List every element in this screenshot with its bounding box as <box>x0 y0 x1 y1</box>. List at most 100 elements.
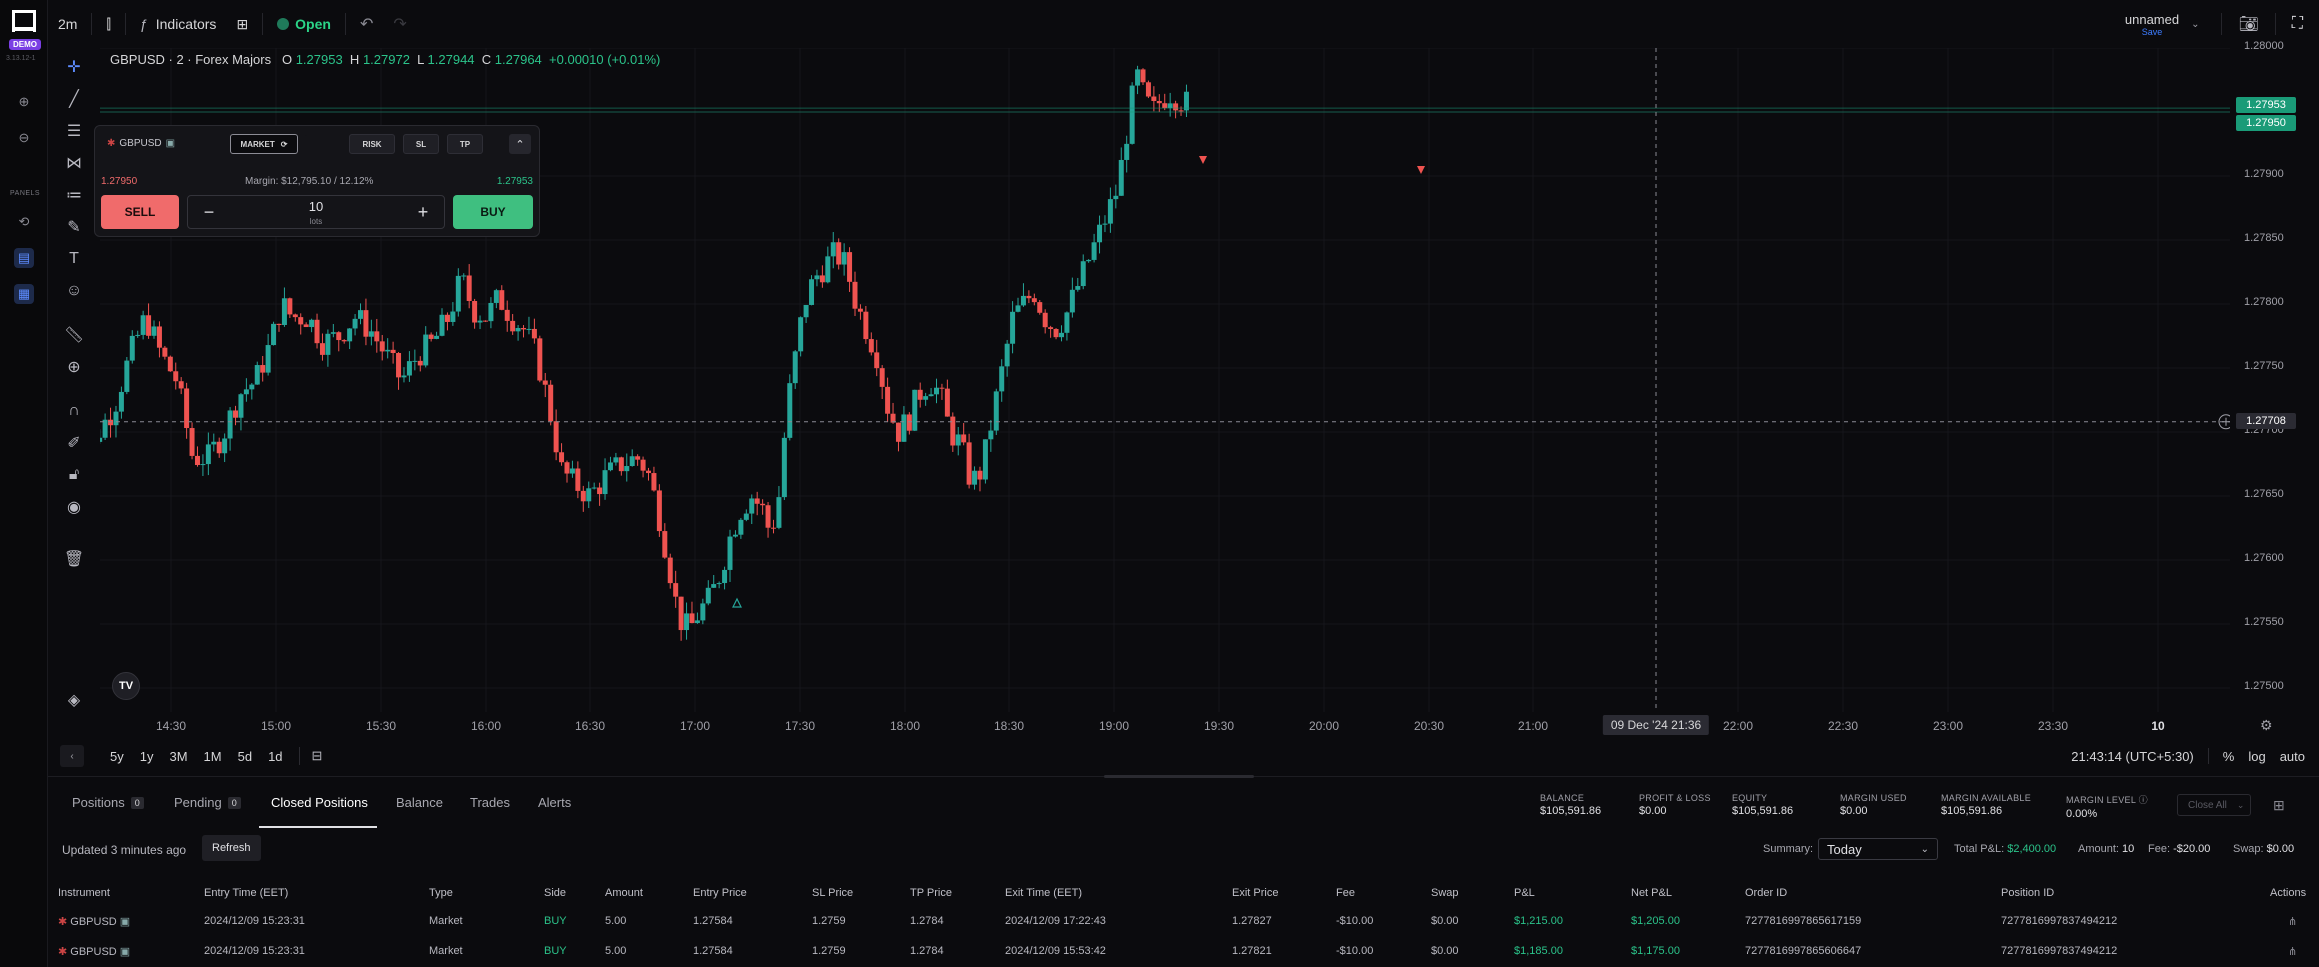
fullscreen-icon[interactable]: ⛶ <box>2291 15 2303 32</box>
layouts-icon[interactable]: ⊞ <box>236 15 249 32</box>
lock-drawing-icon[interactable]: ✐ <box>67 435 81 452</box>
tab-alerts[interactable]: Alerts <box>538 795 571 810</box>
axis-settings-icon[interactable]: ⚙ <box>2260 717 2273 733</box>
indicators-button[interactable]: ƒ Indicators <box>130 0 227 48</box>
table-row[interactable]: ✱ GBPUSD ▣ 2024/12/09 15:23:31 Market BUY 5.… <box>48 912 2319 932</box>
info-icon[interactable]: ⓘ <box>2138 795 2148 805</box>
tab-pending[interactable]: Pending 0 <box>174 795 241 810</box>
column-header[interactable]: P&L <box>1514 887 1535 899</box>
tab-closed-positions[interactable]: Closed Positions <box>271 795 368 810</box>
eye-icon[interactable]: ◉ <box>67 499 81 516</box>
time-axis[interactable]: 14:30 15:00 15:30 16:00 16:30 17:00 17:30 18:00… <box>100 712 2273 738</box>
trash-icon[interactable]: 🗑︎ <box>63 551 85 568</box>
redo-icon[interactable]: ↷ <box>393 16 407 33</box>
candle-body <box>477 320 483 323</box>
timeframe-button[interactable]: 2m <box>58 16 78 32</box>
column-header[interactable]: Entry Time (EET) <box>204 887 289 899</box>
fib-icon[interactable]: ≔ <box>66 187 82 204</box>
minus-icon[interactable]: − <box>203 201 215 222</box>
app-logo[interactable] <box>12 10 36 32</box>
column-header[interactable]: Exit Price <box>1232 887 1279 899</box>
order-type-select[interactable]: MARKET ⟳ <box>230 134 298 154</box>
zoom-out-icon[interactable]: ⊖ <box>18 130 30 145</box>
range-button-1d[interactable]: 1d <box>268 748 283 764</box>
panel-orders-icon[interactable]: ▦ <box>14 284 34 304</box>
share-icon[interactable]: ⋔ <box>2288 916 2298 928</box>
clock[interactable]: 21:43:14 (UTC+5:30) <box>2071 748 2194 764</box>
range-button-5y[interactable]: 5y <box>110 748 124 764</box>
panel-toggle-icon[interactable]: ⟲ <box>18 214 30 229</box>
sl-button[interactable]: SL <box>403 134 439 154</box>
panel-chart-icon[interactable]: ▤ <box>14 248 34 268</box>
magnet-icon[interactable]: ∩ <box>68 402 80 419</box>
column-header[interactable]: Exit Time (EET) <box>1005 887 1083 899</box>
candle <box>988 419 994 452</box>
plus-icon[interactable]: + <box>417 201 429 222</box>
candle <box>194 446 200 467</box>
camera-icon[interactable]: 📷︎ <box>2238 16 2259 33</box>
pattern-icon[interactable]: ⋈ <box>66 155 82 172</box>
buy-button[interactable]: BUY <box>453 195 533 229</box>
column-header[interactable]: Position ID <box>2001 887 2055 899</box>
range-button-5d[interactable]: 5d <box>237 748 253 764</box>
log-toggle[interactable]: log <box>2248 748 2266 764</box>
quantity-value[interactable]: 10 <box>308 199 324 214</box>
trend-line-icon[interactable]: ╱ <box>69 91 79 108</box>
candle <box>439 308 445 337</box>
tab-trades[interactable]: Trades <box>470 795 510 810</box>
range-button-1M[interactable]: 1M <box>203 748 222 764</box>
column-header[interactable]: Order ID <box>1745 887 1788 899</box>
column-header[interactable]: Side <box>544 887 567 899</box>
quantity-stepper[interactable]: − 10 lots + <box>187 195 445 229</box>
column-header[interactable]: Net P&L <box>1631 887 1672 899</box>
summary-select[interactable]: Today ⌄ <box>1818 838 1938 860</box>
column-header[interactable]: Instrument <box>58 887 110 899</box>
zoom-icon[interactable]: ⊕ <box>67 359 81 376</box>
column-header[interactable]: TP Price <box>910 887 952 899</box>
table-row[interactable]: ✱ GBPUSD ▣ 2024/12/09 15:23:31 Market BUY 5.… <box>48 942 2319 962</box>
layers-icon[interactable]: ◈ <box>67 692 81 709</box>
emoji-icon[interactable]: ☺ <box>65 282 83 299</box>
chart-type-icon[interactable]: ⫿ <box>106 15 111 32</box>
zoom-in-icon[interactable]: ⊕ <box>18 94 30 109</box>
column-header[interactable]: SL Price <box>812 887 854 899</box>
column-header[interactable]: Actions <box>2270 887 2307 899</box>
auto-toggle[interactable]: auto <box>2279 748 2305 764</box>
text-icon[interactable]: T <box>69 250 79 267</box>
sell-button[interactable]: SELL <box>101 195 179 229</box>
price-axis[interactable]: 1.28000 1.27950 1.27900 1.27850 1.27800 1.277… <box>2230 40 2319 712</box>
candle-body <box>662 531 668 558</box>
collapse-left-icon[interactable]: ‹ <box>60 745 84 767</box>
column-header[interactable]: Type <box>429 887 453 899</box>
chevron-up-icon[interactable]: ⌃ <box>509 134 531 154</box>
layout-name-menu[interactable]: unnamed Save <box>2125 12 2179 37</box>
column-header[interactable]: Fee <box>1336 887 1355 899</box>
brush-icon[interactable]: ✎ <box>67 219 81 236</box>
chevron-down-icon[interactable]: ⌄ <box>2191 18 2200 30</box>
layout-save-link[interactable]: Save <box>2141 26 2163 37</box>
tab-positions[interactable]: Positions 0 <box>72 795 144 810</box>
layout-grid-icon[interactable]: ⊞ <box>2273 797 2285 813</box>
share-icon[interactable]: ⋔ <box>2288 946 2298 958</box>
range-button-3M[interactable]: 3M <box>169 748 188 764</box>
refresh-button[interactable]: Refresh <box>202 835 261 861</box>
panel-resize-handle[interactable] <box>1104 775 1254 778</box>
crosshair-icon[interactable]: ✛ <box>67 59 81 76</box>
tradingview-logo[interactable]: TV <box>112 672 140 700</box>
tp-button[interactable]: TP <box>447 134 483 154</box>
percent-toggle[interactable]: % <box>2222 748 2235 764</box>
close-all-select[interactable]: Close All ⌄ <box>2177 794 2251 816</box>
risk-button[interactable]: RISK <box>349 134 395 154</box>
lock-icon[interactable]: 🔓︎ <box>68 466 80 483</box>
column-header[interactable]: Amount <box>605 887 643 899</box>
undo-icon[interactable]: ↶ <box>359 16 374 33</box>
column-header[interactable]: Swap <box>1431 887 1459 899</box>
date-range-icon[interactable]: ⊟ <box>311 748 323 763</box>
horizontal-lines-icon[interactable]: ☰ <box>66 123 82 140</box>
range-button-1y[interactable]: 1y <box>139 748 154 764</box>
ruler-icon[interactable]: 📏︎ <box>63 327 85 344</box>
price-tick-label: 1.27650 <box>2244 488 2284 500</box>
tab-balance[interactable]: Balance <box>396 795 443 810</box>
column-header[interactable]: Entry Price <box>693 887 747 899</box>
add-alert-icon[interactable] <box>2218 414 2230 430</box>
